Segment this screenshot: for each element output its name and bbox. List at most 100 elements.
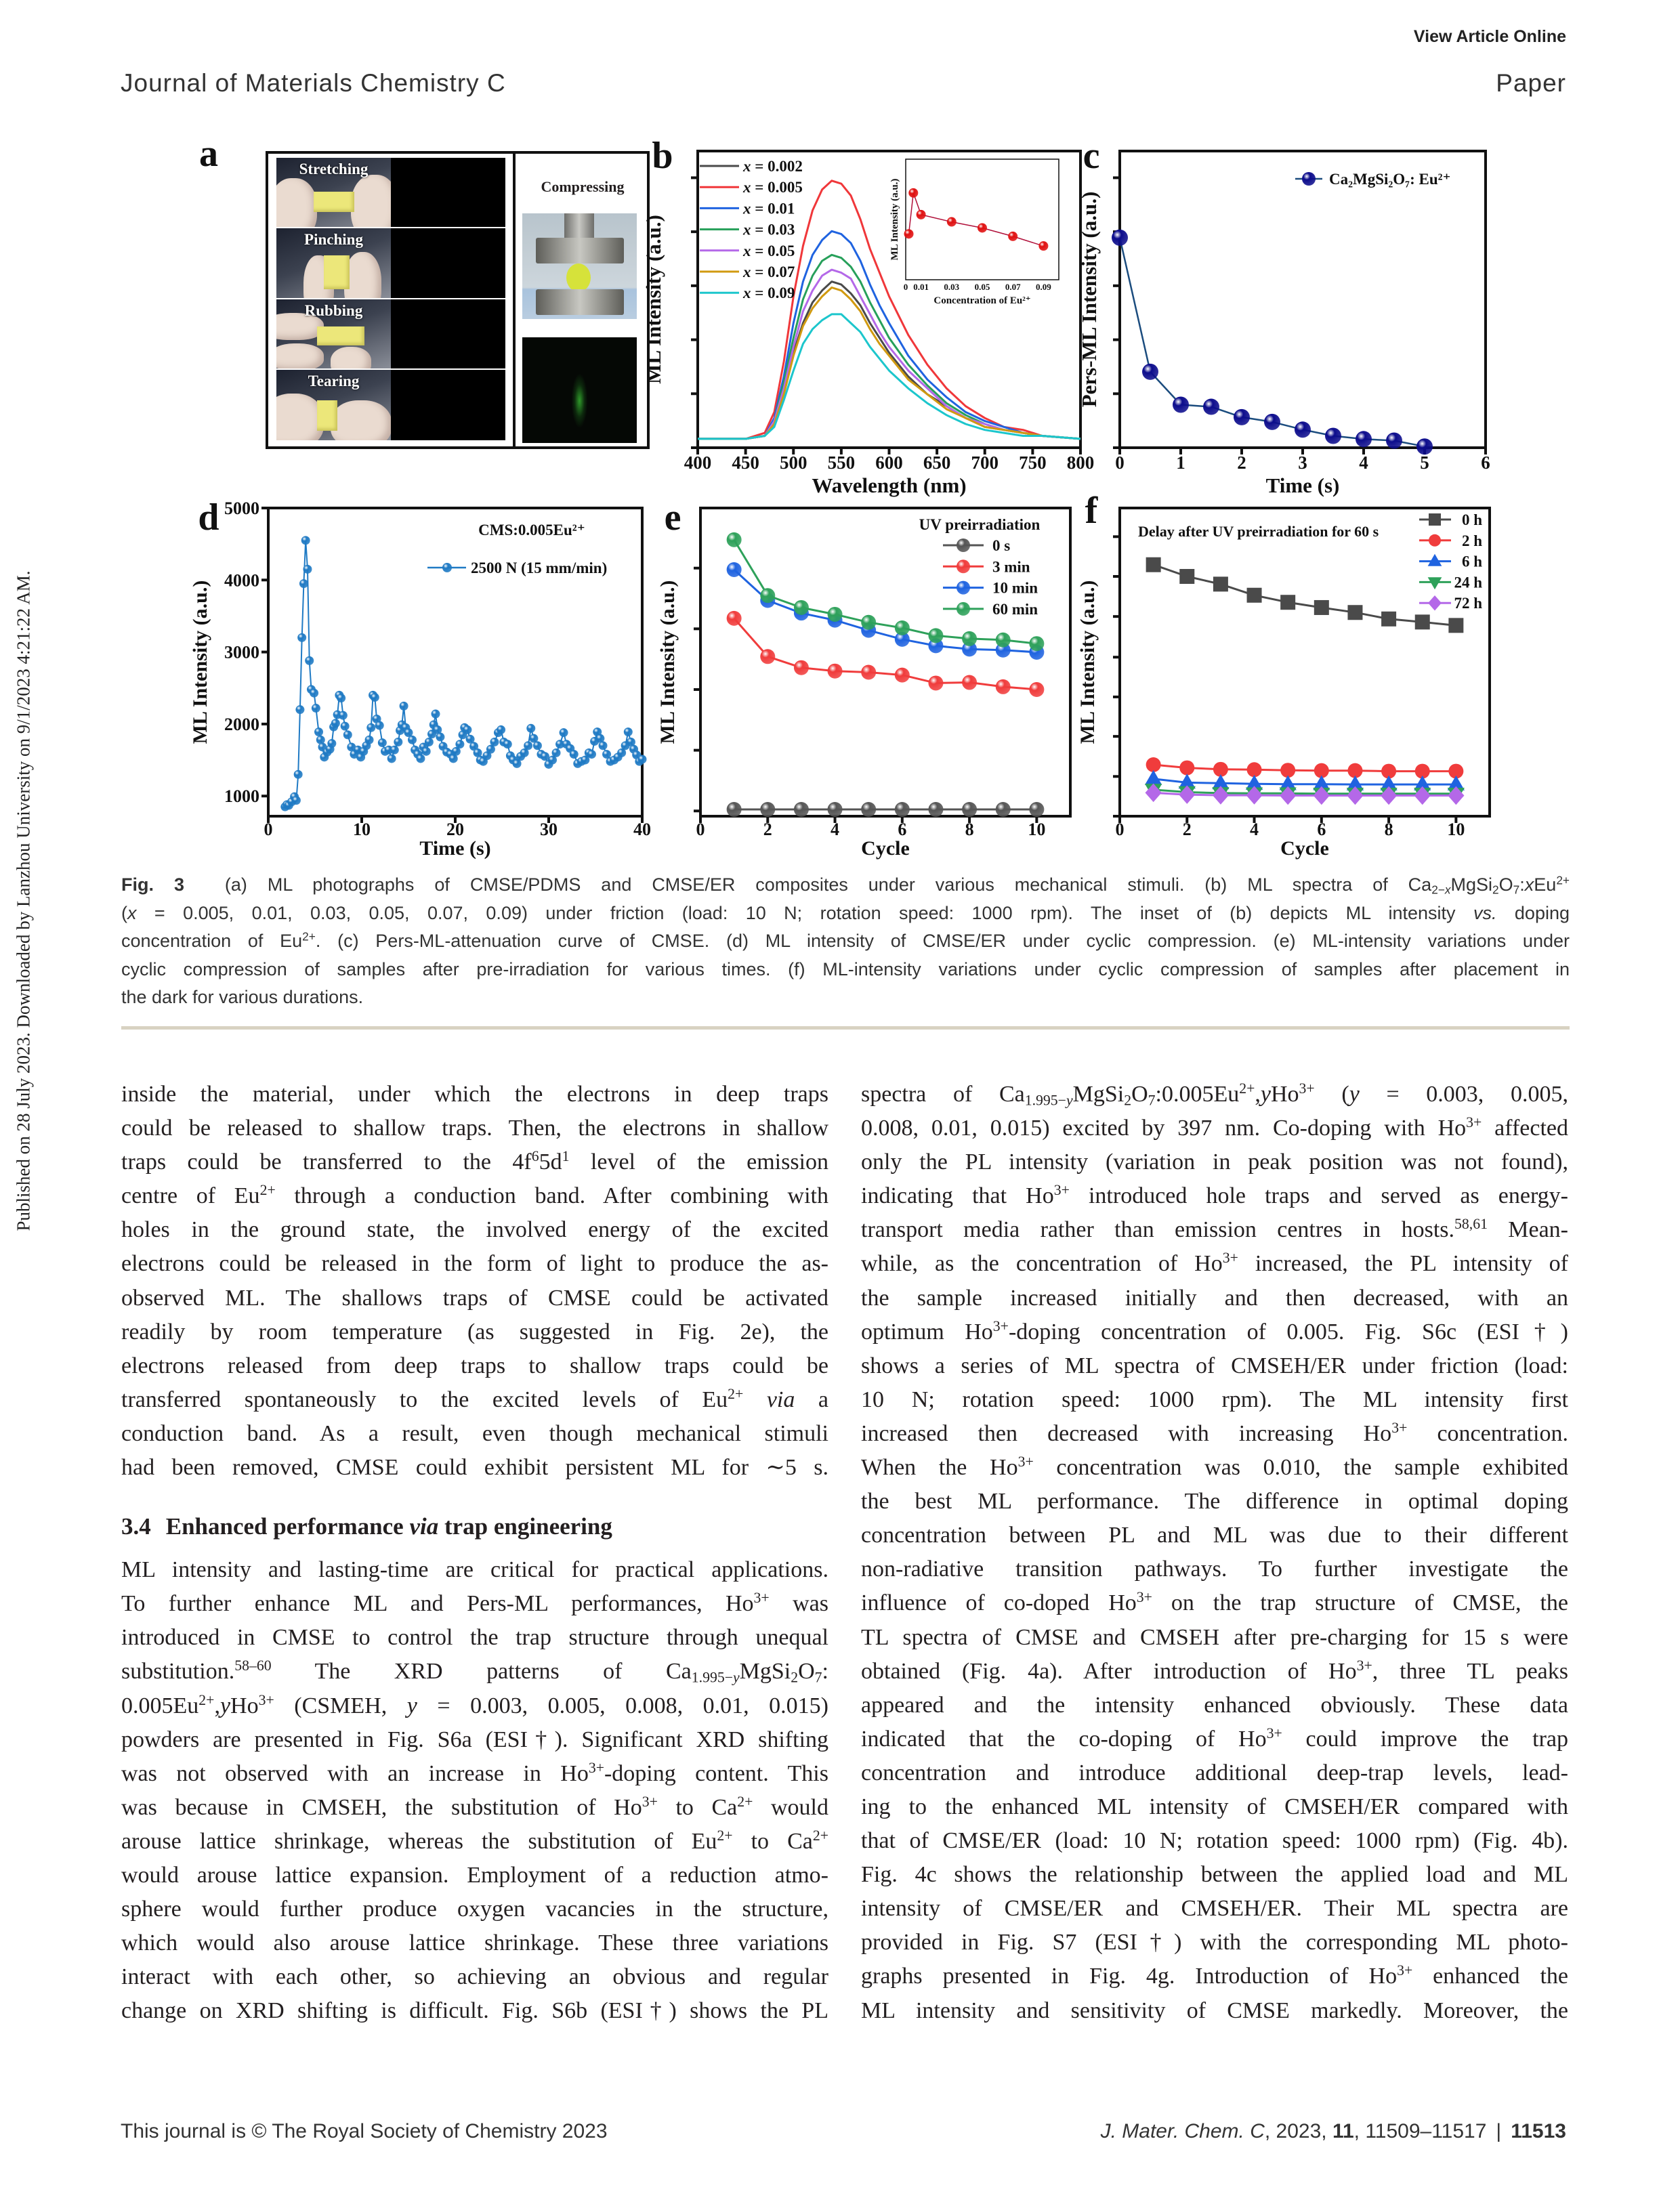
data-point xyxy=(1213,761,1228,777)
x-tick-label: 0 xyxy=(1116,820,1125,839)
series-line xyxy=(1153,778,1456,786)
x-tick-label: 2 xyxy=(1183,820,1192,839)
text-line: sphere would further produce oxygen vaca… xyxy=(121,1897,828,1922)
text-line: arouse lattice shrinkage, whereas the su… xyxy=(121,1827,828,1854)
plot-frame xyxy=(267,507,644,818)
text-line: appeared and the intensity enhanced obvi… xyxy=(861,1692,1568,1718)
x-tick-label: 20 xyxy=(446,820,464,839)
caption-line: (x = 0.005, 0.01, 0.03, 0.05, 0.07, 0.09… xyxy=(121,902,1570,923)
data-point xyxy=(497,725,506,734)
x-tick-label: 2 xyxy=(1237,452,1246,473)
data-point xyxy=(928,628,944,643)
data-point xyxy=(1142,363,1158,380)
data-point xyxy=(793,660,809,675)
text-line: 0.005Eu2+,yHo3+ (CSMEH, y = 0.003, 0.005… xyxy=(121,1691,828,1718)
x-tick-label: 40 xyxy=(633,820,651,839)
data-point xyxy=(1245,775,1263,790)
text-line: the sample increased initially and then … xyxy=(861,1285,1568,1311)
legend-label: 6 h xyxy=(1462,553,1482,570)
data-point xyxy=(760,801,776,817)
plot-frame xyxy=(905,158,1059,280)
legend-label: 60 min xyxy=(992,601,1038,618)
data-point xyxy=(399,701,408,711)
data-point xyxy=(331,719,340,728)
text-line: ML intensity and sensitivity of CMSE mar… xyxy=(861,1997,1568,2023)
data-point xyxy=(436,732,445,742)
view-article-online-link[interactable]: View Article Online xyxy=(1413,27,1566,46)
separator: | xyxy=(1496,2120,1502,2142)
data-point xyxy=(908,188,919,198)
data-point xyxy=(617,748,627,757)
data-point xyxy=(1179,760,1195,776)
series-line xyxy=(698,287,1081,440)
data-point xyxy=(1234,408,1250,425)
series-line xyxy=(1153,791,1456,797)
x-tick-label: 4 xyxy=(1250,820,1259,839)
data-point xyxy=(416,754,425,763)
data-point xyxy=(861,614,877,630)
legend-label: 2 h xyxy=(1462,532,1482,549)
stimulus-label: Tearing xyxy=(308,373,360,389)
legend-label: x = 0.01 xyxy=(742,200,795,217)
body-column-right: spectra of Ca1.995−yMgSi2O7:0.005Eu2+,yH… xyxy=(861,1078,1568,2028)
ml-dark-image xyxy=(391,299,505,368)
data-point xyxy=(529,734,539,743)
x-tick-label: 0.01 xyxy=(913,282,929,292)
legend-label-value: = 0.002 xyxy=(751,158,803,175)
y-axis-label: ML Intensity (a.u.) xyxy=(642,215,665,384)
data-point xyxy=(465,734,475,744)
text-line: introduced in CMSE to control the trap s… xyxy=(121,1625,828,1651)
x-tick-label: 10 xyxy=(353,820,371,839)
panel-label: a xyxy=(199,133,218,175)
text-line: had been removed, CMSE could exhibit per… xyxy=(121,1455,828,1481)
text-line: indicating that Ho3+ introduced hole tra… xyxy=(861,1182,1568,1209)
data-point xyxy=(520,748,529,757)
panel-label: f xyxy=(1085,490,1099,532)
article-type: Paper xyxy=(1496,69,1566,97)
legend-marker xyxy=(1429,513,1441,526)
data-point xyxy=(726,801,742,817)
legend-label: x = 0.03 xyxy=(742,221,795,238)
legend-label-var: x xyxy=(742,263,751,280)
x-axis-label: Time (s) xyxy=(1266,473,1340,497)
data-point xyxy=(995,801,1011,817)
data-point xyxy=(375,721,384,730)
panel-label: e xyxy=(665,496,681,538)
data-point xyxy=(469,742,479,751)
caption-divider xyxy=(121,1026,1570,1030)
data-point xyxy=(595,734,605,743)
x-tick-label: 0.03 xyxy=(944,282,959,292)
data-point xyxy=(962,801,978,817)
legend-marker xyxy=(957,601,970,616)
x-tick-label: 0 xyxy=(1115,452,1125,473)
stimulus-label: Rubbing xyxy=(304,302,363,319)
legend-label: 24 h xyxy=(1454,574,1482,591)
data-point xyxy=(995,632,1011,648)
legend-marker xyxy=(1429,534,1441,547)
legend-label: x = 0.05 xyxy=(742,242,795,259)
stimulus-label: Pinching xyxy=(304,231,363,248)
legend-marker xyxy=(1427,553,1442,566)
data-point xyxy=(637,755,647,764)
ml-dark-image xyxy=(391,158,505,227)
legend-label-var: x xyxy=(742,284,751,301)
data-point xyxy=(1347,763,1363,778)
data-point xyxy=(1246,587,1262,603)
text-line: When the Ho3+ concentration was 0.010, t… xyxy=(861,1454,1569,1481)
data-point xyxy=(1416,438,1433,455)
data-point xyxy=(894,667,910,683)
data-point xyxy=(962,675,978,690)
x-tick-label: 30 xyxy=(540,820,558,839)
x-axis-label: Cycle xyxy=(861,837,910,860)
text-line: provided in Fig. S7 (ESI†) with the corr… xyxy=(861,1930,1568,1955)
data-point xyxy=(293,769,303,779)
text-line: inside the material, under which the ele… xyxy=(121,1082,828,1107)
data-point xyxy=(503,740,512,749)
data-point xyxy=(1279,775,1297,790)
text-line: indicated that the co-doping of Ho3+ cou… xyxy=(861,1725,1568,1752)
data-point xyxy=(404,728,413,738)
text-line: powders are presented in Fig. S6a (ESI†)… xyxy=(121,1727,828,1752)
legend-label-var: x xyxy=(742,158,751,175)
data-point xyxy=(338,711,348,720)
data-point xyxy=(1448,763,1464,779)
